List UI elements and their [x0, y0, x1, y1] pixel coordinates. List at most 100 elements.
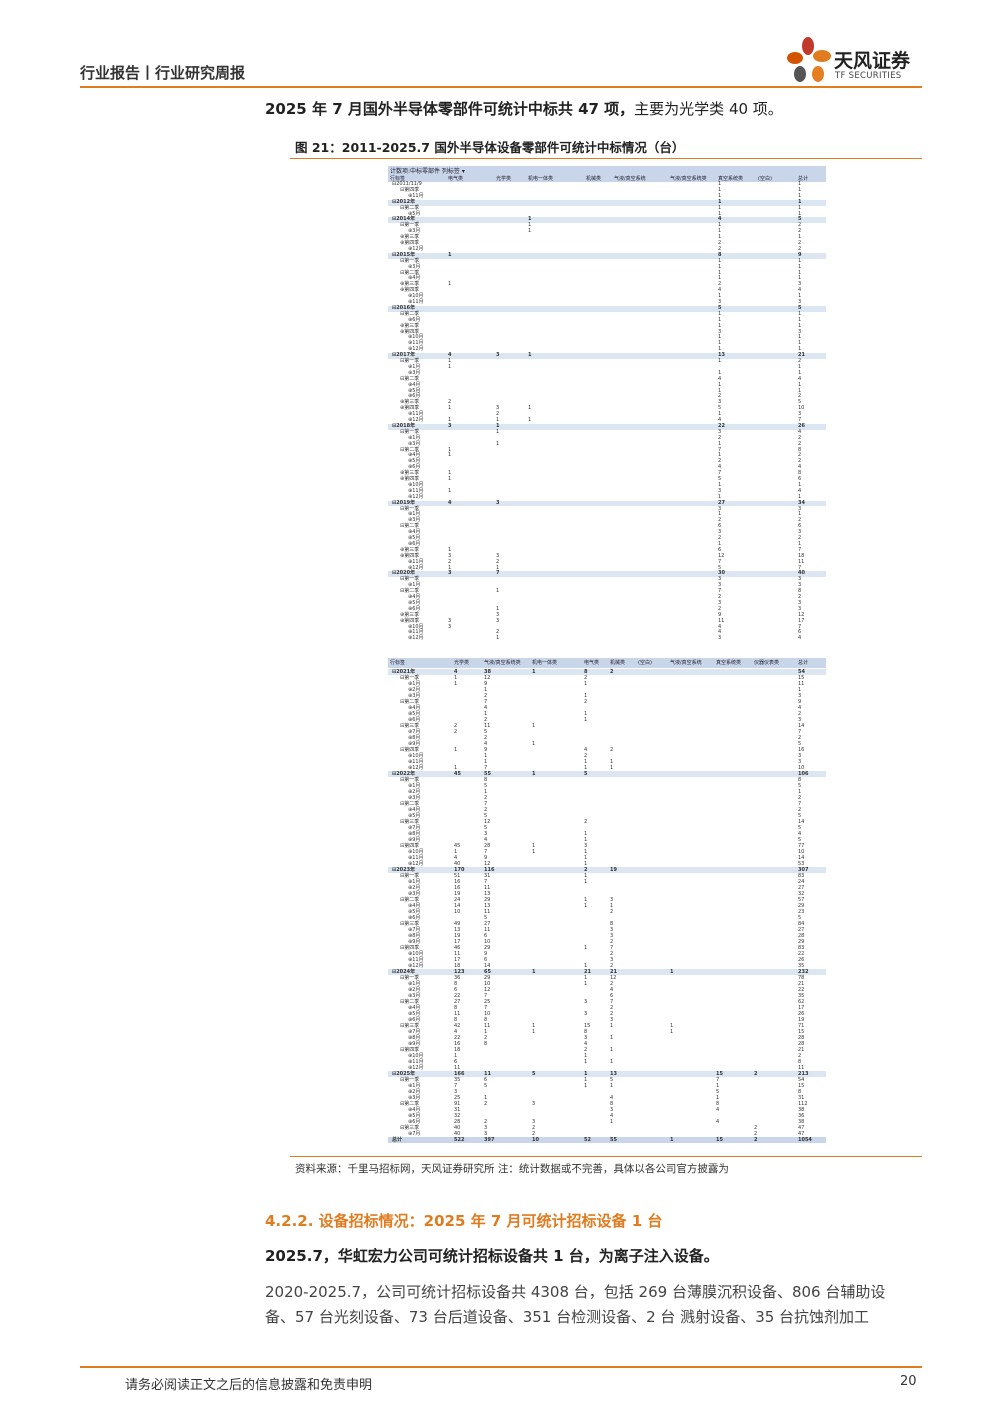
cell-value: 1 — [484, 1029, 488, 1035]
cell-value: 4 — [798, 705, 802, 711]
cell-value: 2 — [496, 629, 500, 636]
cell-value: 12 — [484, 987, 491, 993]
column-header: 气液/真空系统 — [614, 176, 646, 182]
cell-value: 7 — [798, 564, 802, 571]
table-row: ⊟2021年 4 38 1 8 2 54 — [388, 669, 826, 675]
column-header: 总计 — [798, 660, 809, 666]
cell-value: 3 — [496, 499, 500, 506]
cell-value: 1 — [798, 346, 802, 353]
cell-value: 6 — [484, 957, 488, 963]
cell-value: 1 — [798, 493, 802, 500]
cell-value: 36 — [798, 1113, 805, 1119]
cell-value: 62 — [798, 999, 805, 1005]
cell-value: 3 — [584, 843, 588, 849]
cell-value: 6 — [798, 476, 802, 482]
cell-value: 12 — [798, 611, 805, 618]
cell-value: 12 — [484, 675, 491, 681]
cell-value: 1 — [798, 204, 802, 211]
cell-value: 2 — [798, 434, 802, 441]
table-row: ⊟第二季 1 1 — [388, 270, 826, 277]
cell-value: 1 — [448, 363, 452, 370]
cell-value: 1 — [484, 753, 488, 759]
row-label: ⊕10月 — [408, 951, 424, 957]
pivot-table-2021-2025: 行标签 光学类 气液/真空系统类 机电一体类 电气类 机械类 (空白) 气液/真空系统 真空系统… — [388, 658, 826, 1152]
table-row: ⊟第一季 51 31 1 83 — [388, 873, 826, 879]
cell-value: 1 — [528, 222, 532, 229]
row-label: ⊟第二季 — [400, 699, 420, 705]
row-label: ⊕第三季 — [400, 399, 420, 406]
cell-value: 1 — [798, 257, 802, 264]
cell-value: 55 — [610, 1137, 617, 1143]
column-header: 仪器仪表类 — [754, 660, 780, 666]
row-label: ⊕9月 — [408, 1041, 421, 1047]
cell-value: 4 — [798, 287, 802, 294]
cell-value: 1 — [798, 511, 802, 518]
cell-value: 1 — [610, 1083, 614, 1089]
paragraph-line: 2020-2025.7，公司可统计招标设备共 4308 台，包括 269 台薄膜… — [265, 1283, 886, 1301]
row-label: ⊕11月 — [408, 629, 424, 636]
table-row: ⊕1月 5 5 — [388, 783, 826, 789]
cell-value: 1 — [718, 222, 722, 229]
table-row: ⊕5月 32 4 36 — [388, 1113, 826, 1119]
table-row: ⊕2月 1 1 — [388, 687, 826, 693]
cell-value: 1 — [610, 1035, 614, 1041]
cell-value: 1 — [496, 422, 500, 429]
row-label: ⊕4月 — [408, 275, 421, 282]
cell-value: 3 — [610, 897, 614, 903]
cell-value: 1 — [584, 1059, 588, 1065]
cell-value: 1 — [532, 741, 536, 747]
cell-value: 12 — [610, 975, 617, 981]
cell-value: 3 — [610, 1017, 614, 1023]
table-row: ⊟第一季 1 1 2 — [388, 358, 826, 365]
cell-value: 2 — [610, 669, 614, 675]
cell-value: 7 — [484, 699, 488, 705]
row-label: ⊕1月 — [408, 1083, 421, 1089]
cell-value: 6 — [484, 933, 488, 939]
table-row: ⊟第二季 1 7 8 — [388, 588, 826, 595]
table-row: ⊕11月 4 9 1 14 — [388, 855, 826, 861]
cell-value: 3 — [798, 328, 802, 335]
table-row: ⊕6月 28 2 3 1 4 38 — [388, 1119, 826, 1125]
table-row: ⊕12月 1 1 1 4 7 — [388, 417, 826, 424]
table-row: ⊕5月 2 2 — [388, 458, 826, 465]
cell-value: 3 — [798, 717, 802, 723]
row-label: ⊕11月 — [408, 957, 424, 963]
cell-value: 3 — [798, 693, 802, 699]
cell-value: 18 — [454, 1047, 461, 1053]
table-row: ⊕7月 5 5 — [388, 825, 826, 831]
table-row: ⊕第三季 1 6 7 — [388, 547, 826, 554]
cell-value: 42 — [454, 1023, 461, 1029]
cell-value: 77 — [798, 843, 805, 849]
cell-value: 2 — [754, 1125, 758, 1131]
cell-value: 4 — [798, 375, 802, 382]
cell-value: 8 — [584, 1029, 588, 1035]
cell-value: 2 — [484, 1101, 488, 1107]
cell-value: 22 — [718, 422, 725, 429]
cell-value: 19 — [798, 1017, 805, 1023]
table-row: ⊕5月 1 1 — [388, 388, 826, 395]
cell-value: 10 — [484, 981, 491, 987]
table-row: ⊕11月 2 2 7 11 — [388, 559, 826, 566]
row-label: ⊕7月 — [408, 1029, 421, 1035]
row-label: ⊕8月 — [408, 1035, 421, 1041]
cell-value: 1 — [670, 1023, 674, 1029]
cell-value: 1 — [496, 635, 500, 642]
table-row: ⊟第二季 7 7 — [388, 801, 826, 807]
summary-bold: 2025 年 7 月国外半导体零部件可统计中标共 47 项， — [265, 100, 635, 118]
cell-value: 1 — [610, 759, 614, 765]
company-logo: 天风证券 TF SECURITIES — [786, 36, 926, 84]
table-row: ⊕12月 1 7 1 1 10 — [388, 765, 826, 771]
row-label: ⊟第一季 — [400, 777, 420, 783]
cell-value: 1 — [610, 1047, 614, 1053]
cell-value: 2 — [798, 458, 802, 465]
table-row: ⊕11月 1 1 — [388, 340, 826, 347]
row-label: ⊕3月 — [408, 693, 421, 699]
cell-value: 1 — [718, 263, 722, 270]
source-divider — [290, 1156, 922, 1157]
cell-value: 9 — [718, 611, 722, 618]
row-label: ⊕3月 — [408, 369, 421, 376]
cell-value: 3 — [496, 405, 500, 412]
cell-value: 22 — [798, 951, 805, 957]
cell-value: 15 — [798, 1029, 805, 1035]
table-row: ⊕第三季 3 9 12 — [388, 611, 826, 619]
